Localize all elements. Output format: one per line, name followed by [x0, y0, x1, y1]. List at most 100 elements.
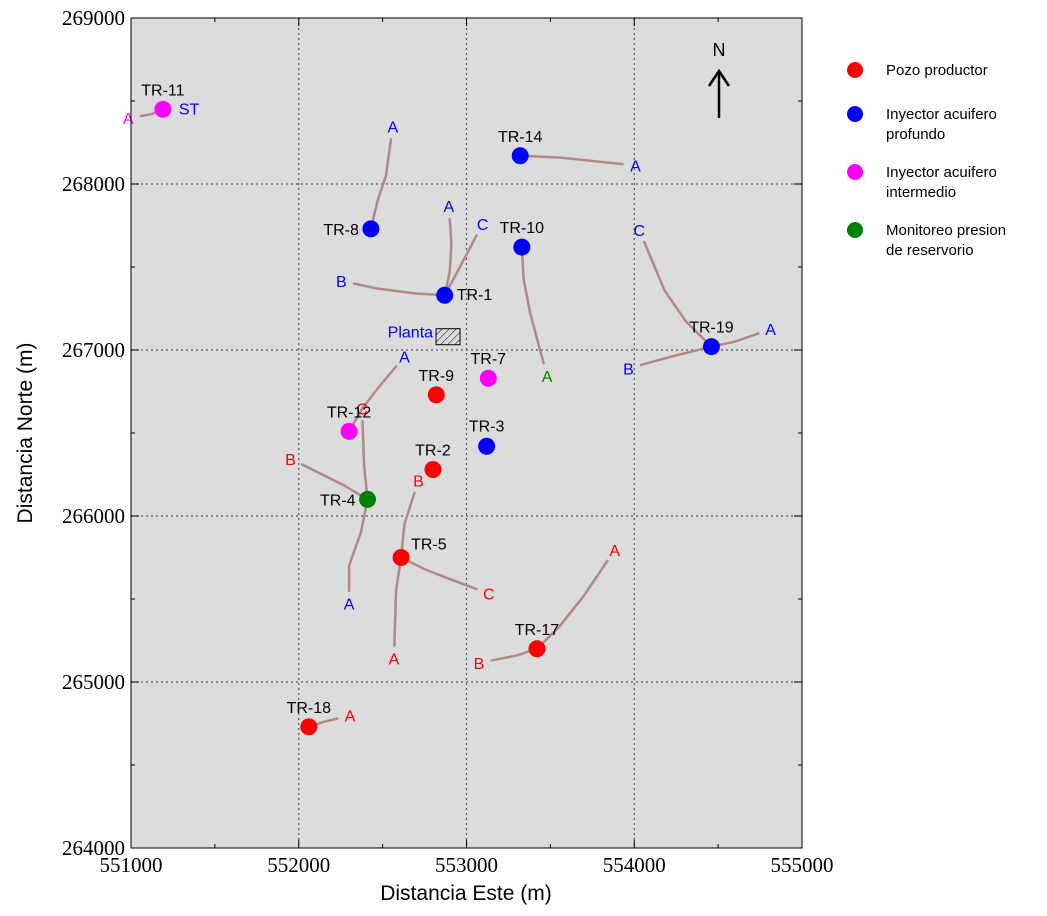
grid-lines	[131, 18, 802, 848]
well-label: TR-1	[457, 287, 493, 304]
well-marker	[359, 490, 377, 508]
well-label: TR-19	[689, 320, 734, 337]
st-annotation: ST	[179, 101, 200, 118]
x-tick-label: 553000	[435, 853, 498, 877]
trajectory-line	[347, 498, 369, 592]
well-label: TR-18	[287, 700, 332, 717]
x-tick-label: 554000	[603, 853, 666, 877]
trajectory-label: A	[387, 119, 398, 136]
trajectory-label: A	[609, 543, 620, 560]
x-tick-label: 552000	[267, 853, 330, 877]
planta-label: Planta	[388, 325, 433, 342]
legend-label: Inyector acuifero intermedio	[886, 164, 997, 201]
well-marker	[300, 718, 318, 736]
well-marker	[528, 640, 546, 658]
north-arrow-head	[707, 68, 731, 87]
y-tick-label: 265000	[62, 670, 125, 694]
well-trajectories: A A A C B A C A B A C B A B A C A B A A	[123, 108, 776, 729]
well-markers: TR-1 TR-2 TR-3 TR-4 TR-5 TR-7 TR-8 TR-9 TR-10 TR-…	[141, 82, 734, 736]
y-tick-label: 267000	[62, 338, 125, 362]
well-label: TR-10	[500, 220, 545, 237]
x-tick-label: 555000	[771, 853, 834, 877]
trajectory-label: A	[123, 111, 134, 128]
trajectory-line	[399, 556, 478, 591]
trajectory-label: C	[356, 401, 368, 418]
trajectory-line	[520, 245, 545, 365]
y-tick-label: 269000	[62, 6, 125, 30]
trajectory-line	[369, 137, 393, 231]
trajectory-line	[300, 463, 369, 501]
well-label: TR-14	[498, 129, 543, 146]
well-label: TR-8	[323, 222, 359, 239]
trajectory-label: C	[634, 223, 646, 240]
trajectory-label: C	[483, 587, 495, 604]
trajectory-label: A	[630, 158, 641, 175]
well-marker	[424, 461, 442, 479]
well-marker	[392, 549, 410, 566]
trajectory-label: B	[285, 452, 296, 469]
well-label: TR-5	[411, 537, 447, 554]
y-tick-label: 266000	[62, 504, 125, 528]
trajectory-line	[361, 420, 369, 501]
legend-label: Pozo productor	[886, 62, 988, 79]
planta-box	[435, 328, 461, 346]
legend-marker	[847, 62, 863, 78]
well-label: TR-3	[469, 418, 505, 435]
axis-ticks: 551000 552000 553000 554000 555000 264000 2650…	[62, 6, 834, 877]
y-axis-title: Distancia Norte (m)	[14, 343, 37, 524]
legend-label: Inyector acuifero profundo	[886, 106, 997, 143]
well-marker	[154, 100, 172, 118]
y-tick-label: 268000	[62, 172, 125, 196]
trajectory-line	[443, 217, 453, 297]
trajectory-line	[518, 154, 624, 166]
well-label: TR-17	[515, 622, 560, 639]
well-marker	[427, 386, 445, 404]
planta-symbol: Planta	[388, 325, 461, 346]
y-tick-label: 264000	[62, 836, 125, 860]
trajectory-line	[639, 345, 713, 367]
trajectory-label: B	[413, 473, 424, 490]
well-marker	[340, 422, 358, 440]
trajectory-line	[393, 556, 403, 647]
well-marker	[479, 369, 497, 387]
well-label: TR-12	[327, 404, 372, 421]
well-marker	[478, 437, 496, 455]
legend-marker	[847, 164, 863, 180]
trajectory-line	[535, 559, 609, 651]
trajectory-label: A	[444, 199, 455, 216]
trajectory-label: A	[345, 708, 356, 725]
well-label: TR-2	[415, 443, 451, 460]
well-label: TR-9	[419, 368, 455, 385]
trajectory-label: A	[344, 597, 355, 614]
trajectory-line	[643, 240, 713, 348]
well-marker	[702, 338, 720, 356]
trajectory-line	[352, 282, 446, 297]
trajectory-label: A	[399, 350, 410, 367]
trajectory-label: B	[336, 274, 347, 291]
well-label: TR-4	[320, 492, 356, 509]
north-arrow: N	[707, 40, 731, 118]
well-marker	[436, 286, 454, 304]
legend: Pozo productor Inyector acuifero profundo I…	[847, 62, 1006, 259]
well-marker	[362, 220, 380, 238]
legend-marker	[847, 106, 863, 122]
well-marker	[511, 147, 529, 165]
trajectory-label: A	[542, 369, 553, 386]
trajectory-label: B	[474, 656, 485, 673]
north-label: N	[713, 40, 726, 60]
x-axis-title: Distancia Este (m)	[380, 882, 552, 905]
trajectory-line	[347, 365, 398, 433]
trajectory-label: B	[623, 361, 634, 378]
trajectory-line	[443, 234, 478, 297]
legend-marker	[847, 222, 863, 238]
trajectory-line	[399, 491, 416, 559]
well-label: TR-11	[141, 82, 184, 99]
well-label: TR-7	[471, 351, 507, 368]
legend-label: Monitoreo presion de reservorio	[886, 222, 1006, 259]
x-tick-label: 551000	[100, 853, 163, 877]
trajectory-label: A	[765, 322, 776, 339]
trajectory-label: C	[477, 217, 489, 234]
well-marker	[513, 238, 531, 256]
